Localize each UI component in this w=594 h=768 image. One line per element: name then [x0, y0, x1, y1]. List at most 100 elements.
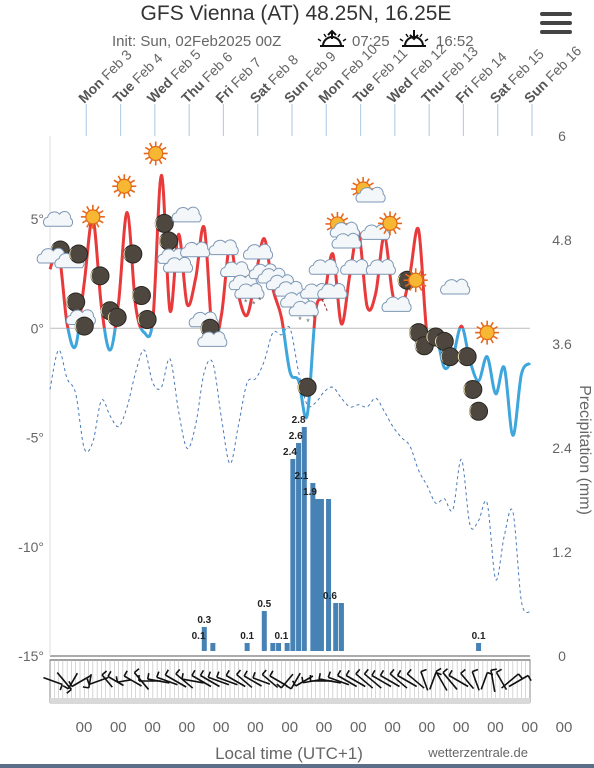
- moon-icon: [137, 310, 157, 330]
- cloud-shape: [308, 259, 339, 275]
- menu-icon[interactable]: [540, 12, 572, 36]
- wind-barb-feather: [517, 673, 523, 680]
- wind-barb: [82, 673, 93, 689]
- time-axis: 00 00 00 00 00 00 00 00 00 00 00 00 00 00 00: [76, 719, 573, 736]
- sun-icon: [112, 174, 137, 199]
- wind-barb: [164, 669, 187, 688]
- sun-ray: [476, 335, 482, 340]
- moon-disc: [131, 285, 151, 305]
- temp-tick-label: 0°: [31, 320, 44, 336]
- dewpoint-line: [49, 326, 531, 613]
- wind-barb-shaft: [397, 674, 418, 688]
- precip-bar: [296, 443, 302, 651]
- sun-ray: [492, 335, 498, 340]
- precip-value-label: 2.8: [292, 415, 306, 426]
- cloud-icon: [162, 256, 193, 273]
- precip-value-label: 2.4: [283, 447, 297, 458]
- sun-disc: [408, 272, 424, 288]
- cloud-icon: [171, 206, 202, 223]
- precip-value-label: 0.6: [323, 591, 337, 602]
- wind-barbs: [43, 659, 532, 704]
- wind-barb: [276, 673, 294, 689]
- time-tick-label: 00: [247, 719, 264, 736]
- wind-barb-feather: [261, 669, 267, 676]
- wind-barb: [495, 668, 508, 691]
- wind-barb-feather: [420, 668, 427, 673]
- wind-barb-shaft: [43, 676, 63, 686]
- precip-tick-label: 6: [558, 128, 566, 144]
- wind-barb-feather: [336, 669, 342, 676]
- wind-barb-feather: [59, 684, 64, 691]
- wind-barb-feather: [252, 672, 256, 679]
- wind-barb: [389, 668, 408, 689]
- wind-barb: [68, 674, 92, 688]
- cloud-icon: [208, 239, 239, 256]
- cloud-icon: [242, 243, 273, 260]
- wind-barb-shaft: [207, 676, 230, 686]
- wind-barb-feather: [62, 685, 69, 690]
- sun-ray: [82, 219, 88, 224]
- snowflake: *: [306, 317, 310, 327]
- wind-barb: [175, 668, 194, 689]
- cloud-icon: [308, 259, 339, 275]
- wind-barb: [261, 669, 279, 689]
- wind-barb-shaft: [101, 674, 113, 688]
- cloud-icon: [42, 210, 73, 227]
- moon-crescent: [463, 383, 467, 396]
- sun-ray: [127, 175, 131, 181]
- precip-bar: [270, 643, 276, 651]
- cloud-shape: [242, 243, 273, 260]
- wind-barb: [471, 668, 480, 691]
- wind-barb-feather: [225, 669, 230, 676]
- wind-barb-shaft: [280, 673, 294, 689]
- wind-barb-shaft: [156, 676, 178, 686]
- y-right-label: Precipitation (mm): [576, 385, 593, 515]
- moon-icon: [297, 377, 317, 397]
- precip-tick-label: 1.2: [552, 544, 572, 560]
- wind-barb: [363, 668, 382, 689]
- moon-crescent: [74, 320, 79, 333]
- wind-barb-shaft: [67, 672, 79, 690]
- wind-barb: [62, 672, 79, 690]
- wind-barb-feather: [164, 669, 170, 676]
- wind-barb-shaft: [371, 674, 392, 688]
- sun-icon: [403, 268, 428, 293]
- wind-barb-shaft: [490, 670, 496, 692]
- wind-barb-shaft: [236, 673, 253, 689]
- cloud-shape: [42, 210, 73, 227]
- sun-ray: [117, 175, 122, 181]
- wind-barb-shaft: [460, 672, 475, 690]
- sun-ray: [421, 283, 427, 287]
- wind-barb-feather: [115, 676, 119, 683]
- sun-ray: [352, 191, 358, 196]
- moon-disc: [297, 377, 317, 397]
- wind-barb: [379, 669, 400, 688]
- sun-ray: [95, 222, 100, 228]
- time-tick-label: 00: [213, 719, 230, 736]
- plot-grid: [49, 136, 530, 657]
- sun-ray: [86, 222, 91, 228]
- snowflake: *: [258, 295, 262, 305]
- precip-value-label: 0.1: [240, 631, 254, 642]
- precip-bar: [261, 611, 267, 651]
- precip-bar: [290, 459, 296, 651]
- wind-barb-feather: [191, 669, 196, 676]
- cloud-icon: [440, 278, 471, 295]
- snowflake: *: [298, 315, 302, 325]
- sun-ray: [368, 182, 374, 187]
- cloud-shape: [317, 283, 348, 299]
- cloud-icon: [365, 259, 396, 275]
- moon-icon: [440, 347, 460, 367]
- cloud-shape: [288, 300, 319, 317]
- sunset-time: 16:52: [436, 33, 474, 50]
- moon-disc: [463, 379, 483, 399]
- wind-barb-shaft: [442, 672, 458, 690]
- wind-barb-shaft: [501, 673, 519, 689]
- sun-ray: [409, 285, 413, 291]
- wind-barb-feather: [396, 669, 402, 676]
- moon-disc: [457, 347, 477, 367]
- sun-icon: [80, 204, 105, 229]
- cloud-shape: [381, 296, 412, 312]
- snowflake: *: [312, 313, 316, 323]
- snowflake: *: [252, 299, 256, 309]
